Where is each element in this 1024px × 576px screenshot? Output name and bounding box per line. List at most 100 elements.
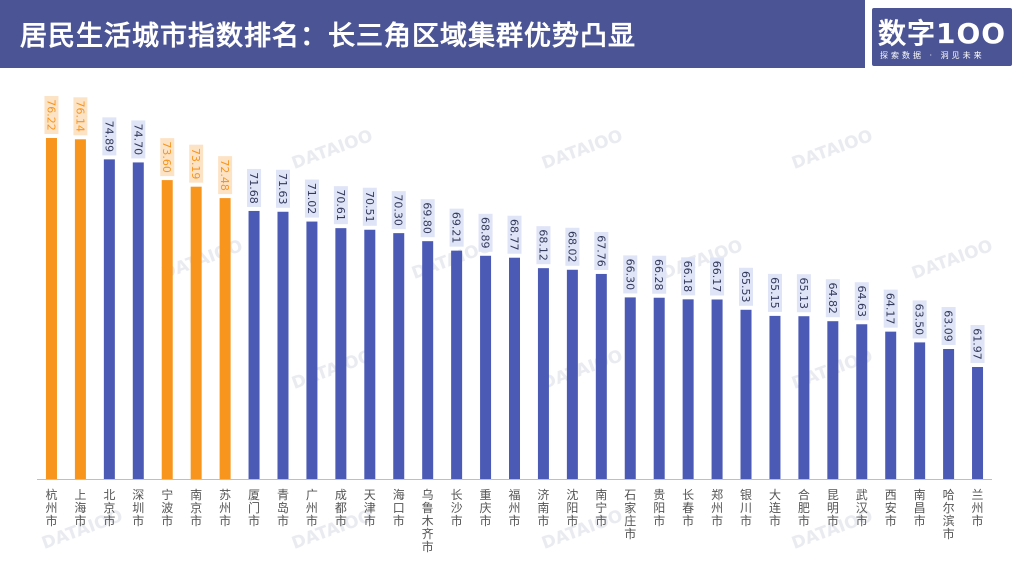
- data-label-text: 67.76: [594, 235, 607, 267]
- bar: [74, 139, 86, 479]
- tick-label: 贵阳市: [653, 488, 665, 528]
- brand-logo: 数字1OO 探索数据 · 洞见未来: [872, 8, 1012, 66]
- tick-label: 沈阳市: [566, 487, 578, 528]
- data-label-text: 66.28: [652, 259, 665, 291]
- data-label: 65.53: [739, 267, 754, 306]
- data-label: 71.02: [304, 179, 319, 218]
- data-label-box: [883, 289, 898, 328]
- logo-text: 数字1OO: [878, 17, 1007, 50]
- data-label-text: 68.89: [479, 217, 492, 249]
- bar: [682, 299, 694, 479]
- data-label-box: [304, 179, 319, 218]
- data-label-box: [652, 255, 667, 294]
- data-label-text: 66.18: [681, 261, 694, 293]
- data-label-text: 76.14: [73, 101, 86, 133]
- data-label: 69.21: [449, 208, 464, 247]
- tick-label: 厦门市: [248, 488, 260, 528]
- data-label: 73.19: [189, 144, 204, 183]
- data-label: 71.68: [247, 168, 262, 207]
- data-label: 66.18: [681, 257, 696, 296]
- data-label-text: 68.12: [536, 229, 549, 260]
- data-label-text: 70.30: [392, 194, 405, 226]
- logo-tagline: 探索数据 · 洞见未来: [880, 51, 985, 60]
- bar: [248, 210, 260, 479]
- data-label-box: [160, 138, 175, 177]
- tick-label: 昆明市: [827, 488, 839, 528]
- tick-label: 南昌市: [914, 487, 926, 528]
- data-label-box: [594, 231, 609, 270]
- data-label-text: 66.30: [623, 259, 636, 291]
- data-label-box: [391, 191, 406, 230]
- data-label: 70.61: [333, 186, 348, 225]
- data-label-text: 74.89: [102, 121, 115, 153]
- bar: [740, 309, 752, 479]
- data-label-box: [710, 257, 725, 296]
- tick-label: 石家庄市: [624, 488, 636, 541]
- tick-label: 西安市: [885, 488, 897, 528]
- data-label: 63.50: [912, 300, 927, 339]
- data-label-text: 64.82: [826, 282, 839, 314]
- data-label-box: [970, 324, 985, 363]
- bar: [103, 159, 115, 480]
- bar: [537, 268, 549, 479]
- bar: [943, 348, 955, 479]
- data-label-box: [796, 274, 811, 313]
- data-label: 66.17: [710, 257, 725, 296]
- tick-label: 北京市: [103, 488, 115, 528]
- data-label-box: [362, 187, 377, 226]
- tick-label: 长春市: [682, 488, 694, 528]
- bar: [885, 331, 897, 479]
- data-label-text: 76.22: [44, 99, 57, 131]
- data-label-text: 65.15: [768, 277, 781, 309]
- data-label: 64.82: [825, 279, 840, 318]
- data-label: 68.02: [565, 227, 580, 266]
- bar: [132, 162, 144, 479]
- tick-label: 天津市: [364, 488, 376, 528]
- tick-label: 成都市: [335, 488, 347, 528]
- bar: [798, 316, 810, 479]
- tick-label: 武汉市: [856, 488, 868, 528]
- data-label-box: [247, 168, 262, 207]
- data-label-text: 72.48: [218, 159, 231, 191]
- bar: [335, 228, 347, 479]
- data-label-text: 73.60: [160, 141, 173, 173]
- data-label: 64.63: [854, 282, 869, 321]
- tick-label: 郑州市: [711, 487, 723, 528]
- data-label: 70.30: [391, 191, 406, 230]
- bar: [393, 233, 405, 479]
- data-label-text: 63.50: [913, 304, 926, 336]
- data-label: 65.15: [767, 273, 782, 312]
- data-label: 69.80: [420, 199, 435, 238]
- data-label-box: [623, 255, 638, 294]
- bar: [827, 321, 839, 479]
- data-label-text: 65.53: [739, 271, 752, 303]
- tick-label: 青岛市: [277, 488, 289, 528]
- data-label-box: [333, 186, 348, 225]
- data-label-text: 70.61: [334, 189, 347, 221]
- data-label: 74.70: [131, 120, 146, 159]
- tick-label: 合肥市: [798, 487, 810, 528]
- data-label-text: 66.17: [710, 261, 723, 293]
- bar: [45, 138, 57, 479]
- data-label: 74.89: [102, 117, 117, 156]
- data-label-box: [189, 144, 204, 183]
- data-label-text: 69.21: [450, 212, 463, 244]
- data-label-text: 68.77: [508, 219, 521, 251]
- tick-label: 杭州市: [45, 487, 57, 528]
- tick-label: 苏州市: [219, 488, 231, 528]
- data-label: 72.48: [218, 156, 233, 195]
- data-label-box: [131, 120, 146, 159]
- bar: [509, 257, 520, 479]
- bar: [422, 241, 434, 479]
- data-label-text: 61.97: [971, 328, 984, 360]
- bar: [364, 229, 376, 479]
- tick-label: 银川市: [740, 488, 752, 528]
- tick-label: 宁波市: [161, 487, 173, 528]
- data-label: 66.30: [623, 255, 638, 294]
- data-label-box: [102, 117, 117, 156]
- data-label-box: [536, 226, 551, 265]
- tick-label: 海口市: [393, 487, 405, 528]
- bar: [972, 366, 984, 479]
- data-label-box: [912, 300, 927, 339]
- data-label-text: 74.70: [131, 124, 144, 156]
